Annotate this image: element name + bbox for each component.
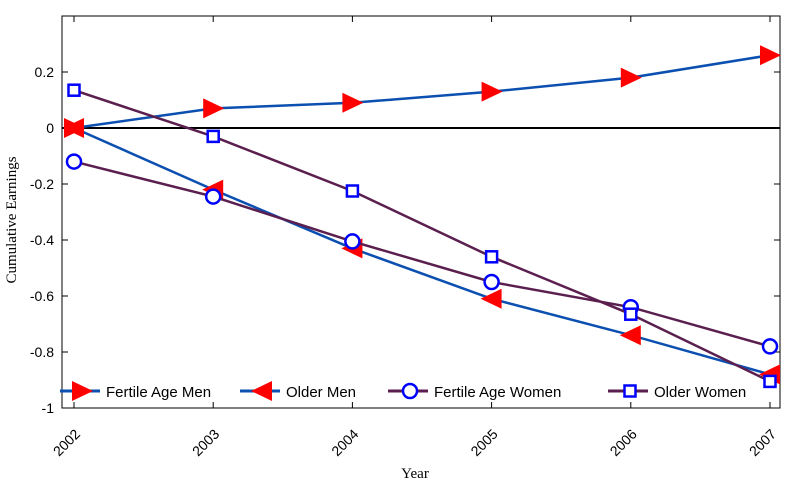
data-point [763, 374, 777, 389]
legend-label: Older Men [286, 384, 356, 401]
series-line [73, 160, 771, 348]
legend: Fertile Age Men Older Men Fertile Age Wome… [60, 381, 746, 401]
data-point [204, 188, 222, 205]
legend-marker [251, 381, 272, 401]
legend-item: Fertile Age Women [388, 382, 561, 401]
x-tick-label: 2005 [467, 426, 500, 459]
y-tick-label: -0.4 [30, 232, 54, 248]
data-point [342, 92, 364, 113]
y-tick-label: -1 [42, 400, 55, 416]
series-2 [65, 153, 779, 355]
data-point [344, 233, 361, 250]
data-point [203, 98, 225, 119]
y-tick-label: 0.2 [35, 64, 55, 80]
series-3 [67, 83, 777, 389]
x-tick-label: 2006 [607, 426, 640, 459]
plot-area [61, 15, 781, 409]
series-layer [63, 45, 781, 389]
data-point [345, 184, 360, 198]
data-point [620, 67, 642, 88]
legend-marker [401, 382, 419, 400]
data-point [63, 118, 84, 138]
y-axis: 0.2 0 -0.2 -0.4 -0.6 -0.8 -1 [30, 64, 780, 416]
y-tick-label: -0.8 [30, 344, 54, 360]
data-point [480, 288, 502, 309]
y-tick-label: 0 [46, 120, 54, 136]
y-tick-label: -0.2 [30, 176, 54, 192]
y-tick-label: -0.6 [30, 288, 54, 304]
y-axis-title: Cumulative Earnings [4, 156, 20, 283]
data-point [65, 153, 83, 170]
x-tick-label: 2004 [328, 426, 361, 459]
data-point [484, 250, 499, 264]
series-line [73, 89, 771, 383]
series-1 [63, 118, 780, 385]
data-point [760, 45, 781, 66]
x-tick-label: 2002 [50, 426, 83, 459]
data-point [619, 325, 641, 346]
data-point [624, 307, 638, 321]
legend-label: Older Women [654, 384, 746, 401]
legend-item: Older Men [240, 381, 356, 401]
legend-item: Fertile Age Men [60, 381, 211, 401]
data-point [206, 129, 220, 144]
legend-marker [623, 384, 637, 398]
legend-item: Older Women [608, 384, 746, 401]
series-line [73, 126, 771, 376]
x-axis-title: Year [401, 466, 429, 482]
legend-label: Fertile Age Men [106, 384, 211, 401]
x-tick-label: 2007 [746, 426, 779, 459]
x-tick-label: 2003 [189, 426, 222, 459]
data-point [483, 273, 500, 291]
data-point [481, 81, 503, 102]
legend-marker [72, 381, 93, 401]
series-line [73, 53, 771, 130]
legend-label: Fertile Age Women [434, 384, 561, 401]
data-point [67, 83, 81, 97]
series-0 [64, 45, 781, 138]
data-point [761, 338, 779, 355]
